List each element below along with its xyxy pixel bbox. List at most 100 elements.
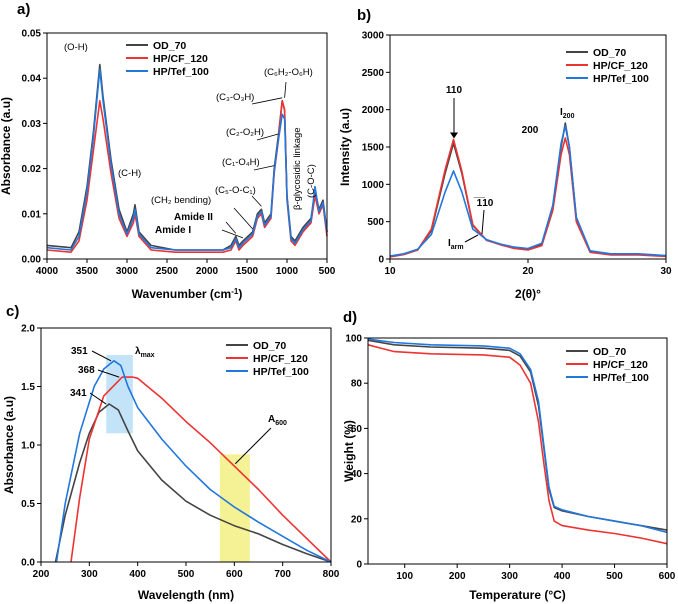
y-tick-label: 1000 [362, 180, 385, 191]
y-axis-label: Absorbance (a.u) [2, 396, 16, 494]
series-line-hp-tef-100 [367, 338, 668, 534]
x-tick-label: 3000 [116, 266, 139, 277]
arrowhead-110 [450, 132, 458, 139]
y-tick-label: 0.5 [21, 499, 35, 510]
series-line-hp-cf-120 [389, 137, 667, 258]
x-axis-label: Wavenumber (cm-1) [132, 287, 243, 301]
annotation-leader [253, 165, 275, 171]
leader-368 [97, 369, 120, 378]
x-tick-label: 400 [129, 569, 146, 580]
panel-label: b) [357, 7, 371, 24]
legend-label: HP/Tef_100 [153, 66, 209, 78]
y-tick-label: 20 [351, 514, 363, 525]
x-tick-label: 600 [226, 569, 243, 580]
x-tick-label: 400 [554, 571, 571, 582]
legend-label: HP/Tef_100 [253, 366, 309, 378]
annotation-341: 341 [70, 388, 87, 399]
y-axis-label: Intensity (a.u) [338, 108, 352, 186]
x-tick-label: 500 [178, 569, 195, 580]
panel-1: 4000 3500 3000 2500 2000 1500 1000 500 0.00 0.01 0… [0, 1, 336, 301]
legend-label: OD_70 [153, 40, 186, 52]
legend-label: HP/Tef_100 [593, 73, 649, 85]
panel-label: d) [343, 309, 357, 326]
legend-label: OD_70 [593, 346, 626, 358]
y-tick-label: 40 [351, 469, 363, 480]
legend-label: HP/CF_120 [153, 53, 208, 65]
x-tick-label: 500 [319, 266, 336, 277]
x-tick-label: 20 [522, 266, 534, 277]
x-tick-label: 1500 [236, 266, 259, 277]
y-tick-label: 0.05 [22, 29, 42, 40]
panel-3: 200 300 400 500 600 700 800 0.0 0.5 1.0 1.5 2.0c) Ab… [2, 303, 340, 602]
y-tick-label: 80 [351, 379, 363, 390]
y-tick-label: 2500 [362, 68, 385, 79]
x-axis-label: Temperature (°C) [469, 588, 566, 602]
series-line-hp-cf-120 [70, 376, 332, 563]
panel-label: c) [6, 303, 19, 320]
y-tick-label: 0 [378, 255, 384, 266]
series-line-hp-tef-100 [46, 68, 328, 251]
annotation-i200: I200 [560, 107, 575, 120]
annotation-leader [256, 133, 279, 141]
annotation-c6h2-o6h: (C₆H₂-O₆H) [264, 67, 313, 78]
leader-a600 [234, 427, 272, 465]
legend-label: HP/Tef_100 [593, 372, 649, 384]
annotation-c1-o4h: (C₁-O₄H) [222, 157, 260, 168]
x-tick-label: 30 [660, 266, 672, 277]
lambda-max-highlight [106, 354, 133, 434]
y-tick-label: 0.01 [22, 209, 42, 220]
arrow-1bar10 [481, 209, 485, 235]
y-tick-label: 0.02 [22, 164, 42, 175]
annotation-1bar10: ̅1̅10 [474, 197, 494, 209]
legend-label: OD_70 [593, 47, 626, 59]
legend-label: HP/CF_120 [253, 353, 308, 365]
annotation-beta-glycosidic: β-glycosidic linkage [292, 127, 303, 210]
x-tick-label: 200 [33, 569, 50, 580]
x-tick-label: 2500 [156, 266, 179, 277]
y-tick-label: 2000 [362, 105, 385, 116]
x-axis-label: Wavelength (nm) [138, 588, 234, 602]
panel-label: a) [17, 1, 30, 18]
annotation-110: 110 [446, 85, 463, 96]
annotation-ch2-bending: (CH₂ bending) [151, 195, 211, 206]
x-tick-label: 500 [606, 571, 623, 582]
annotation-leader [221, 229, 244, 239]
annotation-351: 351 [71, 346, 88, 357]
legend-label: HP/CF_120 [593, 60, 648, 72]
y-tick-label: 60 [351, 424, 363, 435]
plot-frame [46, 32, 328, 260]
arrow-iarm [464, 234, 479, 243]
annotation-leader [251, 195, 262, 207]
y-tick-label: 0 [356, 560, 362, 571]
x-tick-label: 700 [274, 569, 291, 580]
annotation-c5-o-c1: (C₅-O-C₁) [215, 185, 256, 196]
panel-4: 100 200 300 400 500 600 0 20 40 60 80 100 d) Weight (… [342, 309, 676, 602]
annotation-c3-o3h: (C₃-O₃H) [216, 92, 254, 103]
y-tick-label: 100 [345, 334, 362, 345]
x-tick-label: 4000 [36, 266, 59, 277]
x-tick-label: 600 [659, 571, 676, 582]
x-tick-label: 200 [449, 571, 466, 582]
y-tick-label: 3000 [362, 31, 385, 42]
legend-label: HP/CF_120 [593, 359, 648, 371]
annotation-amide-i: Amide I [155, 225, 191, 236]
x-tick-label: 1000 [276, 266, 299, 277]
series-line-hp-cf-120 [46, 100, 328, 253]
annotation-leader [284, 81, 287, 98]
x-tick-label: 10 [384, 266, 396, 277]
annotation-lambda-max: λmax [135, 346, 155, 359]
y-tick-label: 0.03 [22, 119, 42, 130]
y-tick-label: 500 [367, 217, 384, 228]
leader-341 [89, 392, 107, 405]
y-tick-label: 1.5 [21, 382, 35, 393]
annotation-368: 368 [78, 365, 95, 376]
annotation-leader [225, 221, 237, 234]
x-axis-label: 2(θ)° [515, 287, 541, 301]
x-tick-label: 100 [396, 571, 413, 582]
y-tick-label: 0.0 [21, 558, 35, 569]
x-tick-label: 300 [81, 569, 98, 580]
annotation-c-o-c: (C-O-C) [306, 164, 317, 198]
y-tick-label: 1.0 [21, 441, 35, 452]
annotation-leader [251, 97, 283, 105]
